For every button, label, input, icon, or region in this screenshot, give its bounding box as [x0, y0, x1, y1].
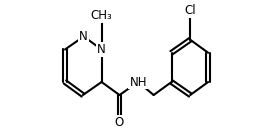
Text: NH: NH — [130, 75, 147, 88]
Text: O: O — [115, 116, 124, 129]
Text: N: N — [79, 30, 88, 43]
Text: N: N — [97, 43, 106, 56]
Text: CH₃: CH₃ — [91, 9, 113, 22]
Text: Cl: Cl — [184, 4, 196, 17]
